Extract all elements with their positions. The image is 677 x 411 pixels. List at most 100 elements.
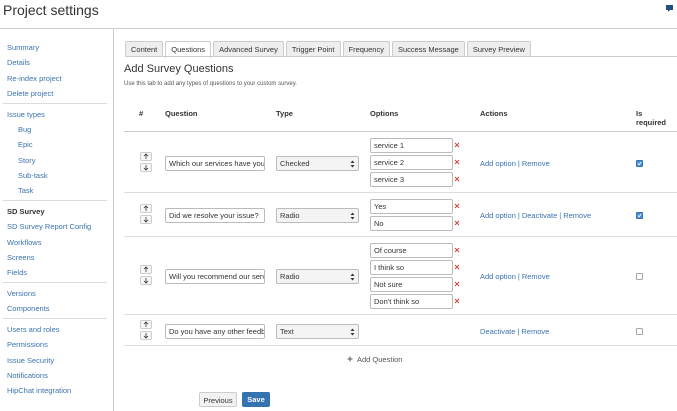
move-up-button[interactable] — [140, 151, 152, 161]
tab[interactable]: Survey Preview — [466, 41, 531, 57]
type-select[interactable]: Radio — [276, 269, 359, 284]
remove-option-icon[interactable] — [454, 220, 460, 226]
sidebar-item[interactable]: Sub-task — [18, 170, 48, 180]
column-header: Actions — [480, 109, 508, 118]
sidebar-item[interactable]: Workflows — [7, 237, 42, 247]
move-up-button[interactable] — [140, 265, 152, 274]
type-select[interactable]: Radio — [276, 208, 359, 223]
option-input[interactable]: Of course — [370, 243, 453, 258]
required-checkbox[interactable] — [636, 159, 643, 167]
remove-option-icon[interactable] — [454, 247, 460, 253]
remove-option-icon[interactable] — [454, 281, 460, 287]
tab[interactable]: Questions — [165, 41, 212, 58]
tab-underline — [125, 56, 677, 57]
option-input[interactable]: service 2 — [370, 155, 453, 170]
option-input[interactable]: Yes — [370, 199, 453, 214]
sidebar-item[interactable]: Components — [7, 304, 50, 314]
move-up-button[interactable] — [140, 204, 152, 213]
sidebar-item[interactable]: Delete project — [7, 88, 54, 98]
action-link[interactable]: Remove — [521, 326, 550, 336]
sidebar-item[interactable]: Screens — [7, 252, 35, 262]
plus-icon[interactable] — [347, 356, 353, 362]
remove-option-icon[interactable] — [454, 159, 460, 165]
sidebar-item[interactable]: SD Survey — [7, 207, 45, 216]
sidebar-item[interactable]: Details — [7, 58, 30, 68]
section-description: Use this tab to add any types of questio… — [124, 81, 297, 87]
action-link[interactable]: Deactivate — [480, 326, 516, 336]
tab[interactable]: Frequency — [342, 41, 390, 57]
action-link[interactable]: Remove — [521, 272, 550, 281]
row-divider — [124, 236, 677, 237]
row-divider — [124, 345, 677, 346]
sidebar-item[interactable]: Task — [18, 186, 34, 196]
option-input[interactable]: I think so — [370, 260, 453, 275]
sidebar-item[interactable]: Versions — [7, 289, 36, 298]
tab[interactable]: Advanced Survey — [213, 41, 284, 57]
type-select[interactable]: Checked — [276, 155, 359, 171]
header-divider — [124, 131, 677, 132]
sidebar-item[interactable]: Re-index project — [7, 73, 62, 83]
actions: Deactivate | Remove — [480, 327, 549, 336]
action-link[interactable]: Deactivate — [521, 211, 558, 220]
remove-option-icon[interactable] — [454, 176, 460, 182]
required-checkbox[interactable] — [636, 327, 643, 335]
sidebar-separator — [3, 318, 107, 320]
question-input[interactable]: Will you recommend our servi — [165, 269, 265, 284]
move-down-button[interactable] — [140, 276, 152, 285]
sidebar-item[interactable]: Fields — [7, 268, 28, 278]
column-header: Options — [370, 109, 399, 118]
question-input[interactable]: Do you have any other feedba — [165, 323, 265, 339]
sidebar-item[interactable]: Summary — [7, 43, 40, 52]
tab[interactable]: Success Message — [391, 41, 465, 57]
column-header: Is required — [636, 109, 667, 127]
tab[interactable]: Content — [125, 41, 164, 57]
option-input[interactable]: Don't think so — [370, 294, 453, 309]
header-divider — [0, 28, 677, 29]
action-link[interactable]: Remove — [521, 158, 550, 168]
sidebar-group-title[interactable]: Issue types — [7, 109, 45, 119]
move-down-button[interactable] — [140, 330, 152, 340]
question-input[interactable]: Which our services have you u — [165, 155, 265, 171]
actions: Add option | Remove — [480, 272, 550, 281]
question-input[interactable]: Did we resolve your issue? — [165, 208, 265, 223]
action-link[interactable]: Add option — [480, 211, 516, 220]
save-button[interactable]: Save — [242, 392, 270, 407]
feedback-icon[interactable] — [666, 5, 674, 13]
tab[interactable]: Trigger Point — [285, 41, 341, 57]
sidebar-item[interactable]: Epic — [18, 140, 33, 150]
previous-button[interactable]: Previous — [199, 392, 237, 407]
move-up-button[interactable] — [140, 319, 152, 329]
remove-option-icon[interactable] — [454, 298, 460, 304]
sidebar-item[interactable]: Permissions — [7, 340, 48, 350]
move-down-button[interactable] — [140, 215, 152, 224]
option-input[interactable]: service 3 — [370, 172, 453, 187]
action-link[interactable]: Remove — [563, 211, 592, 220]
sidebar-item[interactable]: Users and roles — [7, 325, 60, 335]
sidebar-separator — [3, 102, 107, 104]
sidebar-item[interactable]: Issue Security — [7, 355, 55, 365]
sidebar-item[interactable]: HipChat integration — [7, 386, 72, 396]
sidebar-separator — [3, 282, 107, 283]
type-select[interactable]: Text — [276, 323, 359, 339]
required-checkbox[interactable] — [636, 273, 643, 280]
remove-option-icon[interactable] — [454, 264, 460, 270]
action-link[interactable]: Add option — [480, 158, 516, 168]
section-heading: Add Survey Questions — [124, 63, 234, 75]
remove-option-icon[interactable] — [454, 142, 460, 148]
required-checkbox[interactable] — [636, 212, 643, 219]
action-separator: | — [559, 211, 562, 220]
action-separator: | — [517, 158, 520, 168]
sidebar-item[interactable]: Notifications — [7, 371, 48, 380]
sidebar-item[interactable]: Bug — [18, 125, 32, 134]
sidebar-item[interactable]: SD Survey Report Config — [7, 222, 92, 232]
option-input[interactable]: service 1 — [370, 138, 453, 153]
remove-option-icon[interactable] — [454, 203, 460, 209]
add-question-link[interactable]: Add Question — [357, 355, 403, 364]
option-input[interactable]: Not sure — [370, 277, 453, 292]
option-input[interactable]: No — [370, 216, 453, 231]
sidebar-item[interactable]: Story — [18, 155, 36, 165]
move-down-button[interactable] — [140, 162, 152, 172]
row-divider — [124, 314, 677, 315]
action-link[interactable]: Add option — [480, 272, 516, 281]
